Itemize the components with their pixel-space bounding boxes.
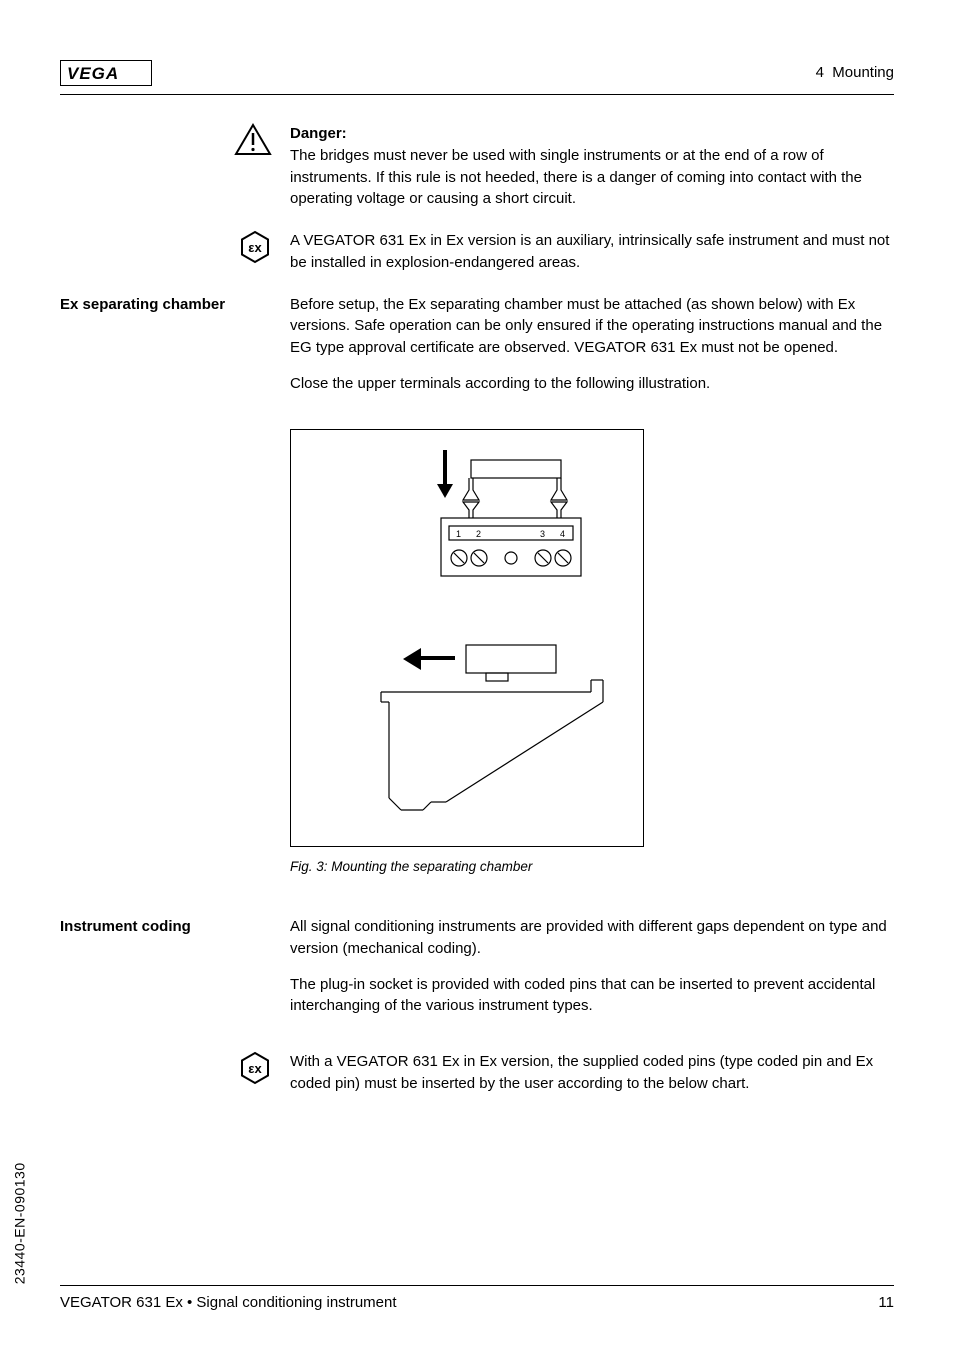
- danger-text: Danger: The bridges must never be used w…: [290, 123, 894, 210]
- figure-row: 1 2 3 4: [60, 429, 894, 897]
- ex-note-1-block: εx A VEGATOR 631 Ex in Ex version is an …: [60, 230, 894, 274]
- warning-triangle-icon: [234, 123, 272, 157]
- ex-note-2-block: εx With a VEGATOR 631 Ex in Ex version, …: [60, 1051, 894, 1095]
- section-heading: 4 Mounting: [816, 62, 894, 84]
- page-footer: VEGATOR 631 Ex • Signal conditioning ins…: [60, 1285, 894, 1314]
- section-title: Mounting: [832, 64, 894, 81]
- ex-note-2-text: With a VEGATOR 631 Ex in Ex version, the…: [290, 1051, 894, 1095]
- ex-icon-col-1: εx: [60, 230, 290, 274]
- document-side-code: 23440-EN-090130: [10, 1162, 30, 1284]
- figure-col: 1 2 3 4: [290, 429, 894, 897]
- footer-doc-title: VEGATOR 631 Ex • Signal conditioning ins…: [60, 1292, 397, 1314]
- figure-left-spacer: [60, 429, 290, 897]
- instrument-coding-block: Instrument coding All signal conditionin…: [60, 916, 894, 1031]
- instrument-coding-label-col: Instrument coding: [60, 916, 290, 1031]
- page-header: VEGA 4 Mounting: [60, 60, 894, 86]
- separating-chamber-figure: 1 2 3 4: [290, 429, 644, 847]
- ex-chamber-p1: Before setup, the Ex separating chamber …: [290, 294, 894, 359]
- instrument-coding-p1: All signal conditioning instruments are …: [290, 916, 894, 960]
- figure-caption: Fig. 3: Mounting the separating chamber: [290, 857, 894, 877]
- svg-text:εx: εx: [248, 240, 262, 255]
- danger-heading: Danger:: [290, 125, 347, 142]
- header-rule: [60, 94, 894, 95]
- terminal-label-1: 1: [456, 529, 461, 539]
- ex-chamber-block: Ex separating chamber Before setup, the …: [60, 294, 894, 409]
- ex-hexagon-icon: εx: [238, 1051, 272, 1085]
- svg-text:VEGA: VEGA: [67, 64, 119, 83]
- danger-body: The bridges must never be used with sing…: [290, 147, 862, 208]
- ex-chamber-label: Ex separating chamber: [60, 294, 225, 316]
- instrument-coding-p2: The plug-in socket is provided with code…: [290, 974, 894, 1018]
- terminal-label-3: 3: [540, 529, 545, 539]
- ex-chamber-label-col: Ex separating chamber: [60, 294, 290, 409]
- instrument-coding-text: All signal conditioning instruments are …: [290, 916, 894, 1031]
- instrument-coding-label: Instrument coding: [60, 916, 191, 938]
- terminal-label-4: 4: [560, 529, 565, 539]
- svg-text:εx: εx: [248, 1061, 262, 1076]
- vega-logo: VEGA: [60, 60, 152, 86]
- ex-chamber-text: Before setup, the Ex separating chamber …: [290, 294, 894, 409]
- ex-chamber-p2: Close the upper terminals according to t…: [290, 373, 894, 395]
- ex-icon-col-2: εx: [60, 1051, 290, 1095]
- danger-block: Danger: The bridges must never be used w…: [60, 123, 894, 210]
- danger-icon-col: [60, 123, 290, 210]
- footer-rule: [60, 1285, 894, 1286]
- ex-hexagon-icon: εx: [238, 230, 272, 264]
- terminal-label-2: 2: [476, 529, 481, 539]
- ex-note-1-text: A VEGATOR 631 Ex in Ex version is an aux…: [290, 230, 894, 274]
- footer-page-number: 11: [878, 1292, 894, 1314]
- section-number: 4: [816, 64, 824, 81]
